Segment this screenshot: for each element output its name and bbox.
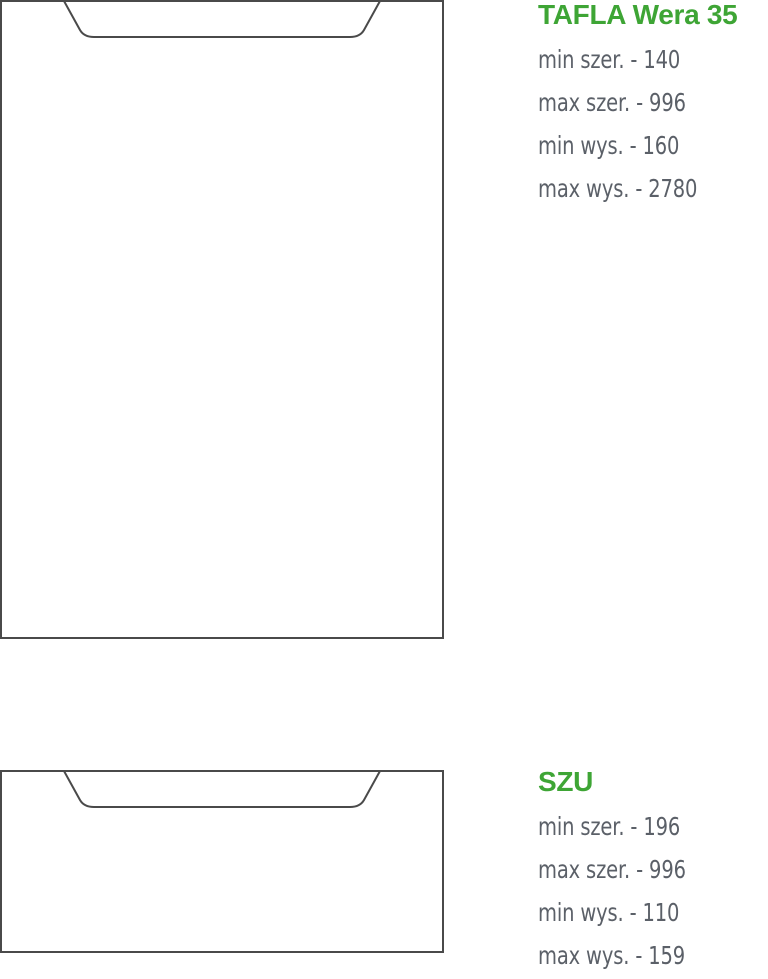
szu-handle-recess	[63, 770, 381, 808]
tafla-handle-recess	[63, 0, 381, 38]
tafla-spec-block: TAFLA Wera 35 min szer. - 140 max szer. …	[538, 0, 768, 210]
tafla-min-height: min wys. - 160	[538, 131, 680, 160]
szu-title: SZU	[538, 766, 594, 797]
tafla-title: TAFLA Wera 35	[538, 0, 738, 30]
szu-front-drawing	[0, 770, 444, 953]
szu-front-outline	[0, 770, 444, 953]
tafla-front-drawing	[0, 0, 444, 639]
szu-max-height: max wys. - 159	[538, 941, 686, 970]
szu-max-width: max szer. - 996	[538, 855, 686, 884]
szu-spec-block: SZU min szer. - 196 max szer. - 996 min …	[538, 764, 768, 977]
szu-min-width: min szer. - 196	[538, 812, 681, 841]
tafla-front-outline	[0, 0, 444, 639]
tafla-max-height: max wys. - 2780	[538, 174, 698, 203]
szu-spec-list: min szer. - 196 max szer. - 996 min wys.…	[538, 805, 768, 977]
tafla-spec-list: min szer. - 140 max szer. - 996 min wys.…	[538, 38, 768, 210]
szu-min-height: min wys. - 110	[538, 898, 680, 927]
tafla-max-width: max szer. - 996	[538, 88, 686, 117]
tafla-min-width: min szer. - 140	[538, 45, 681, 74]
